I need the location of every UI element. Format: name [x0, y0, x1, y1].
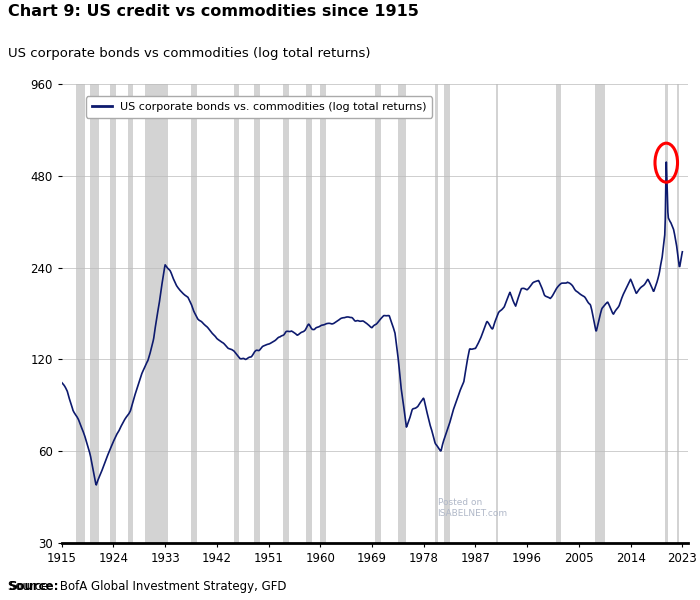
Bar — [665, 84, 668, 543]
Bar — [76, 84, 85, 543]
Bar — [556, 84, 561, 543]
Bar — [496, 84, 498, 543]
Bar — [191, 84, 197, 543]
Text: Source:: Source: — [8, 580, 59, 593]
Bar — [375, 84, 381, 543]
Bar — [435, 84, 438, 543]
Bar — [127, 84, 134, 543]
Text: Source:  BofA Global Investment Strategy, GFD: Source: BofA Global Investment Strategy,… — [8, 580, 287, 593]
Bar — [254, 84, 260, 543]
Bar — [145, 84, 168, 543]
Text: Chart 9: US credit vs commodities since 1915: Chart 9: US credit vs commodities since … — [8, 4, 419, 19]
Bar — [306, 84, 312, 543]
Bar — [677, 84, 680, 543]
Bar — [595, 84, 605, 543]
Text: Posted on
ISABELNET.com: Posted on ISABELNET.com — [438, 499, 508, 518]
Text: US corporate bonds vs commodities (log total returns): US corporate bonds vs commodities (log t… — [8, 47, 371, 60]
Bar — [90, 84, 99, 543]
Bar — [283, 84, 288, 543]
Bar — [111, 84, 116, 543]
Bar — [234, 84, 239, 543]
Bar — [320, 84, 326, 543]
Bar — [398, 84, 407, 543]
Legend: US corporate bonds vs. commodities (log total returns): US corporate bonds vs. commodities (log … — [86, 97, 433, 118]
Bar — [444, 84, 449, 543]
